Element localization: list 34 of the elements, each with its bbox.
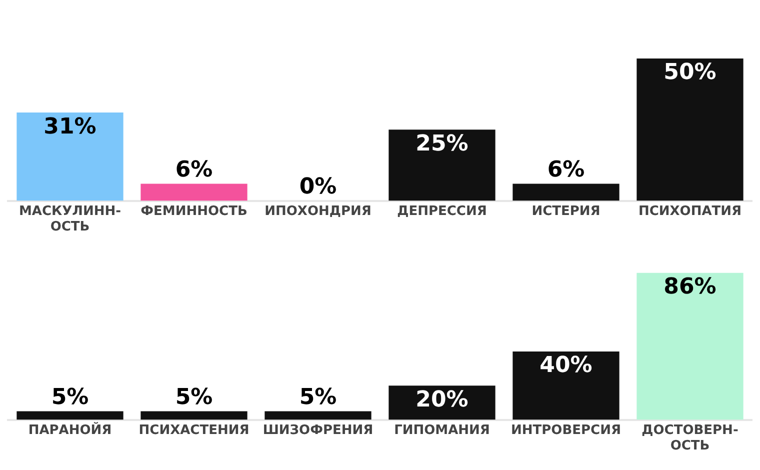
- bar: [264, 411, 372, 420]
- x-tick-label: ПСИХАСТЕНИЯ: [138, 422, 250, 438]
- bar: [636, 58, 744, 201]
- x-tick-label: ИПОХОНДРИЯ: [264, 204, 372, 219]
- x-tick-label: ФЕМИННОСТЬ: [140, 204, 248, 219]
- bar: [16, 411, 124, 420]
- bar: [388, 130, 496, 201]
- data-label: 50%: [664, 60, 716, 86]
- x-tick-label: ПАРАНОЙЯ: [28, 420, 112, 438]
- bar: [512, 184, 620, 201]
- data-label: 31%: [44, 114, 96, 140]
- bar: [16, 112, 124, 201]
- data-label: 5%: [175, 384, 213, 410]
- x-tick-label: ШИЗОФРЕНИЯ: [262, 422, 374, 438]
- bar: [140, 184, 248, 201]
- x-tick-label: ПСИХОПАТИЯ: [638, 204, 742, 219]
- data-label: 5%: [299, 384, 337, 410]
- data-label: 20%: [416, 387, 468, 412]
- data-label: 6%: [175, 157, 213, 182]
- bar: [512, 351, 620, 420]
- data-label: 5%: [51, 384, 89, 410]
- x-tick-label: МАСКУЛИНН-ОСТЬ: [18, 204, 122, 235]
- bar: [140, 411, 248, 420]
- data-label: 25%: [416, 131, 468, 156]
- x-tick-label: ИСТЕРИЯ: [532, 204, 600, 219]
- data-label: 86%: [664, 274, 716, 300]
- bar: [636, 272, 744, 420]
- x-tick-label: ИНТРОВЕРСИЯ: [511, 422, 621, 438]
- x-tick-label: ДОСТОВЕРН-ОСТЬ: [642, 422, 738, 454]
- x-tick-label: ГИПОМАНИЯ: [394, 422, 490, 438]
- data-label: 0%: [299, 174, 337, 200]
- x-tick-label: ДЕПРЕССИЯ: [397, 204, 487, 219]
- data-label: 40%: [540, 353, 592, 378]
- data-label: 6%: [547, 157, 585, 182]
